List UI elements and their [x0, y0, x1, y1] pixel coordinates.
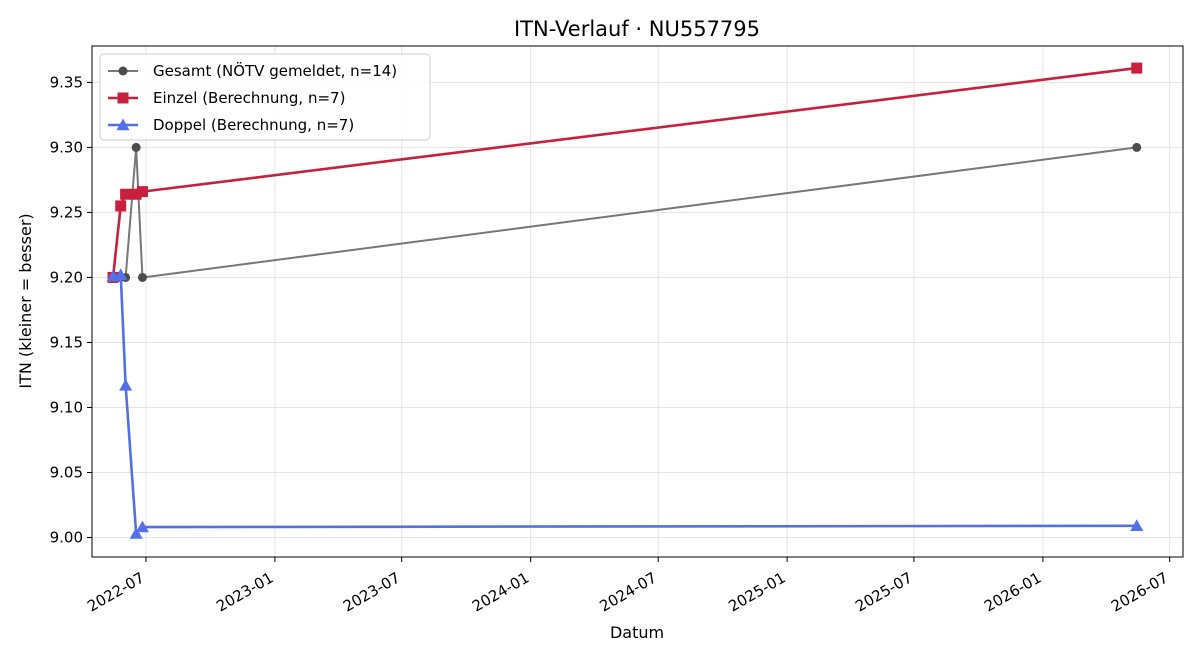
y-tick-label: 9.35: [50, 73, 83, 91]
y-tick-label: 9.30: [50, 138, 83, 156]
data-point: [135, 520, 149, 533]
y-tick-label: 9.25: [50, 203, 83, 221]
x-tick-label: 2025-07: [852, 569, 915, 616]
x-tick-label: 2022-07: [84, 569, 147, 616]
y-axis-title: ITN (kleiner = besser): [16, 213, 35, 388]
data-point: [120, 188, 132, 200]
legend-label: Gesamt (NÖTV gemeldet, n=14): [153, 61, 397, 80]
y-tick-label: 9.00: [50, 528, 83, 546]
x-tick-label: 2025-01: [725, 569, 788, 616]
x-tick-label: 2024-01: [469, 569, 532, 616]
x-tick-label: 2023-01: [213, 569, 276, 616]
legend-item: Einzel (Berechnung, n=7): [108, 89, 345, 107]
axis-ticks: 2022-07 2023-01 2023-07 2024-01 2024-07 2025-…: [50, 73, 1172, 615]
series-3: [106, 268, 1144, 539]
data-point: [129, 527, 143, 539]
data-point: [119, 378, 133, 391]
legend: Gesamt (NÖTV gemeldet, n=14) Einzel (Bere…: [99, 53, 431, 141]
series-layer: [106, 62, 1144, 539]
legend-item: Gesamt (NÖTV gemeldet, n=14): [108, 61, 397, 80]
legend-label: Doppel (Berechnung, n=7): [153, 116, 354, 134]
legend-marker: [117, 92, 129, 104]
plot-frame: [91, 45, 1184, 558]
data-point: [1132, 142, 1142, 152]
x-tick-label: 2024-07: [596, 569, 659, 616]
data-point: [130, 188, 142, 200]
data-point: [136, 186, 148, 198]
y-tick-label: 9.10: [50, 398, 83, 416]
y-tick-label: 9.05: [50, 463, 83, 481]
y-tick-label: 9.20: [50, 268, 83, 286]
data-point: [115, 200, 127, 212]
data-point: [131, 142, 141, 152]
legend-box: [99, 53, 431, 141]
legend-marker: [116, 118, 130, 131]
grid: [92, 46, 1183, 557]
data-point: [1130, 519, 1144, 531]
series-line: [112, 273, 1137, 535]
x-tick-label: 2026-01: [981, 569, 1044, 616]
data-point: [1131, 62, 1143, 74]
x-tick-label: 2026-07: [1108, 569, 1171, 616]
data-point: [137, 272, 147, 282]
legend-label: Einzel (Berechnung, n=7): [153, 89, 345, 107]
data-point: [114, 268, 128, 281]
chart-title: ITN-Verlauf · NU557795: [514, 17, 760, 41]
x-tick-label: 2023-07: [340, 569, 403, 616]
legend-item: Doppel (Berechnung, n=7): [108, 116, 354, 134]
x-axis-title: Datum: [610, 623, 664, 642]
y-tick-label: 9.15: [50, 333, 83, 351]
legend-marker: [118, 66, 128, 76]
